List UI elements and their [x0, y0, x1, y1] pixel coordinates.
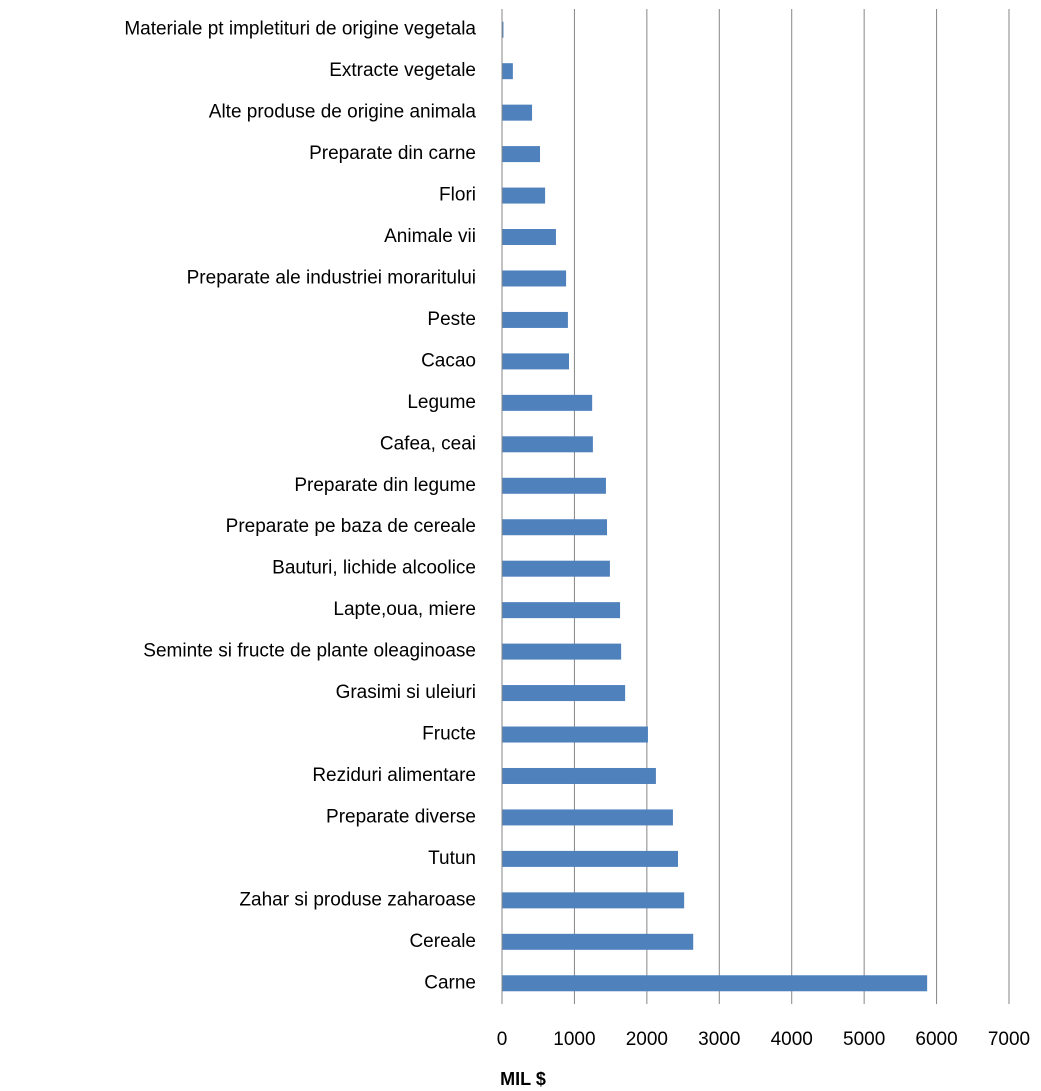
bar [502, 809, 673, 826]
x-tick-label: 3000 [698, 1029, 740, 1050]
x-tick-label: 6000 [915, 1029, 957, 1050]
bar [502, 643, 622, 660]
bar [502, 311, 568, 328]
bar [502, 560, 610, 577]
bar [502, 187, 546, 204]
bar [502, 519, 608, 536]
bar [502, 892, 685, 909]
y-tick-label: Preparate pe baza de cereale [226, 516, 476, 537]
y-tick-label: Bauturi, lichide alcoolice [272, 558, 476, 579]
y-tick-label: Alte produse de origine animala [209, 102, 477, 123]
y-tick-label: Zahar si produse zaharoase [239, 889, 476, 910]
bar [502, 933, 694, 950]
y-tick-label: Preparate diverse [326, 806, 476, 827]
y-tick-label: Preparate ale industriei moraritului [187, 267, 476, 288]
y-tick-label: Cacao [421, 350, 476, 371]
y-tick-label: Flori [439, 185, 476, 206]
y-tick-label: Grasimi si uleiuri [336, 682, 476, 703]
bar [502, 726, 648, 743]
bar [502, 104, 533, 121]
y-tick-label: Carne [424, 972, 476, 993]
y-tick-label: Legume [407, 392, 476, 413]
x-tick-label: 7000 [988, 1029, 1030, 1050]
x-tick-label: 4000 [771, 1029, 813, 1050]
y-tick-label: Lapte,oua, miere [333, 599, 476, 620]
bar [502, 63, 513, 80]
y-tick-label: Seminte si fructe de plante oleaginoase [143, 641, 476, 662]
y-tick-label: Cereale [409, 931, 476, 952]
y-tick-label: Tutun [428, 848, 476, 869]
y-tick-label: Extracte vegetale [329, 60, 476, 81]
bar [502, 353, 569, 370]
x-tick-label: 2000 [626, 1029, 668, 1050]
y-tick-label: Reziduri alimentare [312, 765, 476, 786]
bar [502, 685, 626, 702]
y-tick-label: Materiale pt impletituri de origine vege… [124, 19, 476, 40]
y-tick-label: Preparate din legume [294, 475, 476, 496]
bar [502, 394, 593, 411]
bar [502, 270, 567, 287]
bar [502, 767, 656, 784]
bar [502, 602, 621, 619]
bar [502, 477, 606, 494]
bar [502, 21, 504, 38]
bar [502, 229, 556, 246]
y-tick-label: Fructe [422, 724, 476, 745]
x-axis-label: MIL $ [500, 1069, 546, 1089]
x-tick-label: 1000 [553, 1029, 595, 1050]
x-tick-label: 5000 [843, 1029, 885, 1050]
y-tick-label: Cafea, ceai [380, 433, 476, 454]
bar [502, 146, 541, 163]
bar [502, 850, 679, 867]
bar [502, 975, 928, 992]
bar [502, 436, 593, 453]
y-tick-label: Preparate din carne [309, 143, 476, 164]
y-tick-label: Animale vii [384, 226, 476, 247]
x-tick-label: 0 [497, 1029, 508, 1050]
y-tick-label: Peste [427, 309, 476, 330]
